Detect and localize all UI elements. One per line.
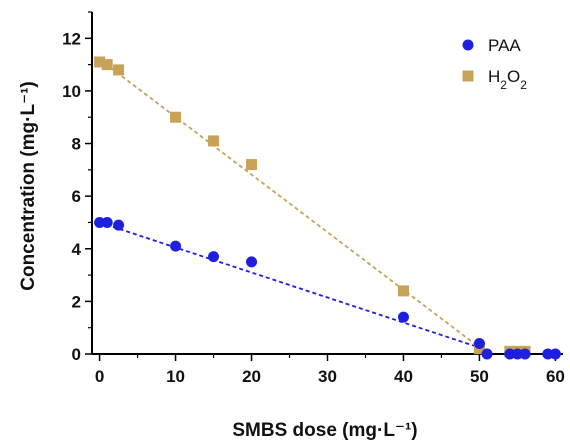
- y-tick-label: 6: [72, 187, 81, 206]
- x-tick-label: 60: [546, 367, 565, 386]
- data-point-h2o2: [397, 285, 409, 297]
- x-tick-label: 10: [166, 367, 185, 386]
- data-point-paa: [504, 348, 516, 360]
- data-point-paa: [246, 256, 258, 268]
- data-point-paa: [542, 348, 554, 360]
- data-point-h2o2: [246, 159, 258, 171]
- legend-label-h2o2: H2O2: [488, 67, 527, 92]
- data-point-h2o2: [101, 59, 113, 71]
- data-point-paa: [94, 216, 106, 228]
- data-point-h2o2: [170, 111, 182, 123]
- legend-marker-h2o2: [462, 70, 474, 82]
- y-tick-label: 12: [62, 29, 81, 48]
- data-point-paa: [519, 348, 531, 360]
- fit-line-paa: [99, 221, 488, 351]
- x-axis-title: SMBS dose (mg·L⁻¹): [232, 420, 417, 441]
- x-tick-label: 40: [394, 367, 413, 386]
- legend-marker-paa: [462, 39, 474, 51]
- data-point-h2o2: [208, 135, 220, 147]
- fit-lines: [99, 58, 488, 351]
- data-point-paa: [170, 240, 182, 252]
- data-point-paa: [511, 348, 523, 360]
- fit-line-h2o2: [99, 58, 480, 349]
- y-tick-label: 4: [72, 240, 82, 259]
- data-point-h2o2: [113, 64, 125, 76]
- legend: PAA H2O2: [462, 36, 527, 92]
- x-tick-label: 30: [318, 367, 337, 386]
- data-point-paa: [549, 348, 561, 360]
- data-point-paa: [481, 348, 493, 360]
- y-tick-label: 10: [62, 82, 81, 101]
- data-points: [94, 56, 561, 360]
- legend-label-paa: PAA: [488, 36, 521, 55]
- y-tick-label: 2: [72, 292, 81, 311]
- x-tick-label: 50: [470, 367, 489, 386]
- data-point-paa: [101, 216, 113, 228]
- y-tick-label: 8: [72, 135, 81, 154]
- x-tick-label: 0: [95, 367, 104, 386]
- x-tick-label: 20: [242, 367, 261, 386]
- y-axis-title: Concentration (mg·L⁻¹): [18, 81, 39, 291]
- y-tick-label: 0: [72, 345, 81, 364]
- data-point-paa: [397, 311, 409, 323]
- data-point-paa: [473, 337, 485, 349]
- data-point-paa: [113, 219, 125, 231]
- data-point-paa: [208, 251, 220, 263]
- data-point-h2o2: [94, 56, 106, 68]
